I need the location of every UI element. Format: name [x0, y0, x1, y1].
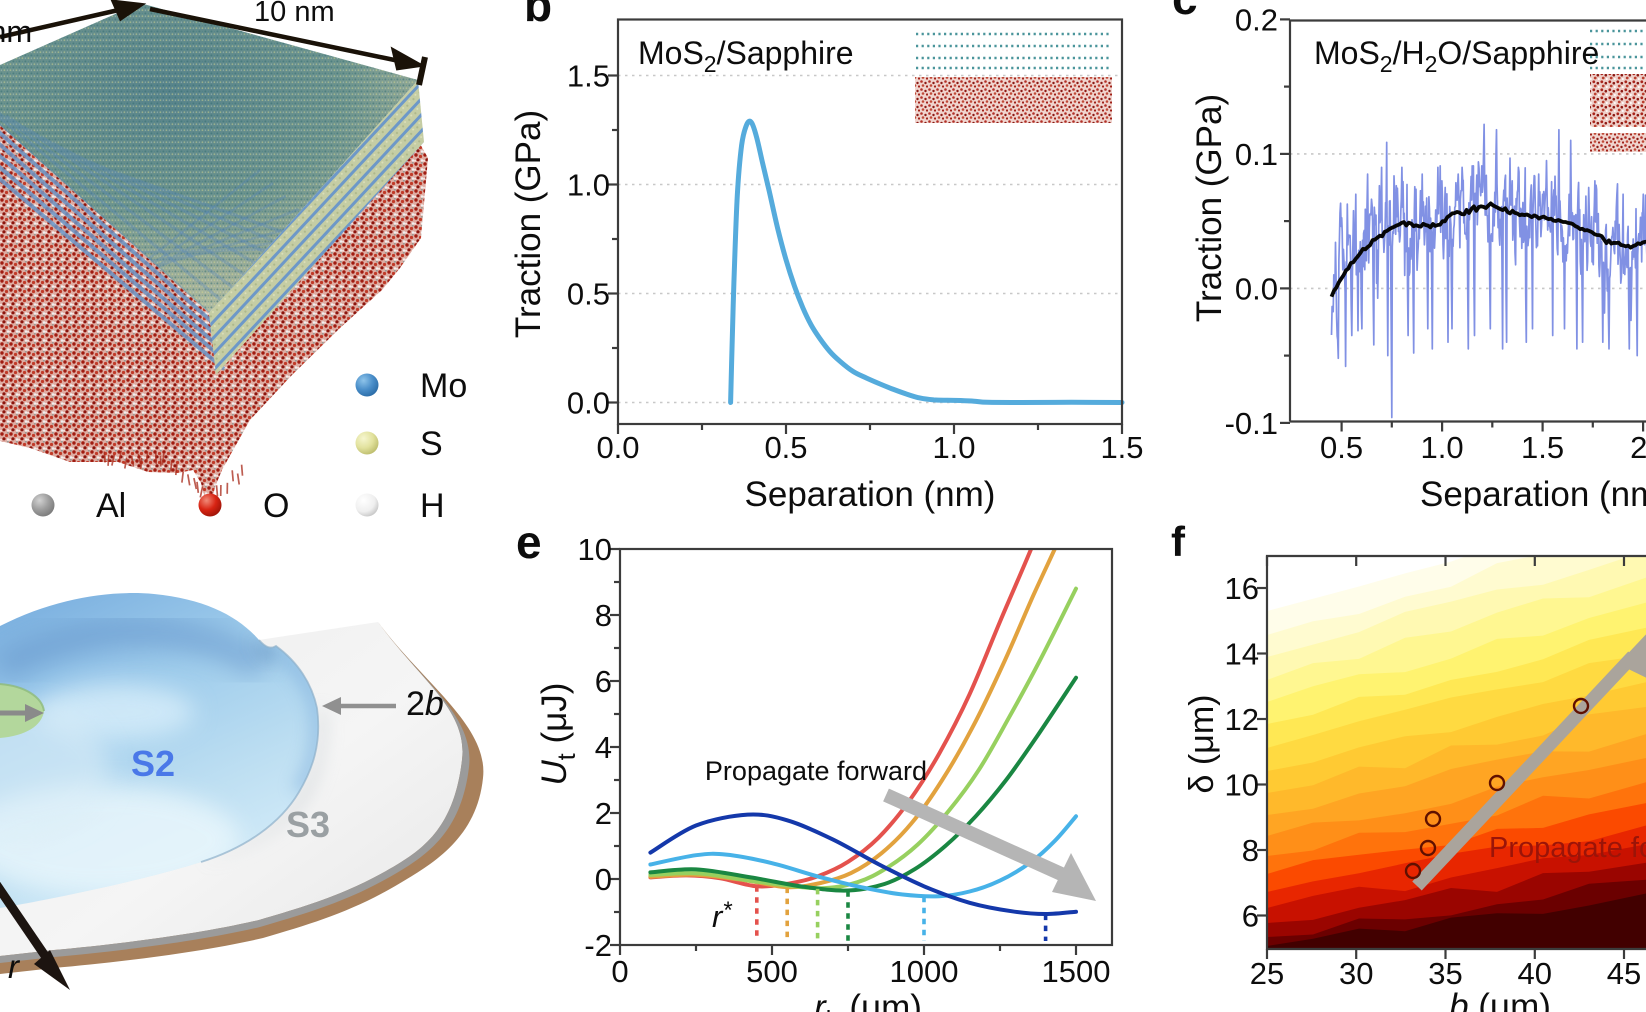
svg-text:4: 4	[595, 730, 612, 765]
svg-text:r: r	[8, 948, 21, 985]
svg-text:6: 6	[1242, 899, 1259, 934]
svg-text:14: 14	[1225, 637, 1259, 672]
svg-text:Propagate forward: Propagate forward	[705, 756, 927, 786]
svg-text:1.5: 1.5	[567, 59, 610, 94]
svg-text:Mo: Mo	[420, 367, 467, 405]
svg-text:Al: Al	[96, 487, 126, 525]
svg-text:Separation (nm): Separation (nm)	[745, 475, 996, 514]
svg-text:Propagate for: Propagate for	[1489, 832, 1646, 864]
svg-text:1.5: 1.5	[1521, 430, 1564, 465]
svg-text:0.2: 0.2	[1235, 2, 1278, 37]
svg-text:r*: r*	[712, 897, 732, 934]
svg-text:Traction (GPa): Traction (GPa)	[1190, 94, 1229, 322]
svg-text:35: 35	[1428, 956, 1462, 991]
svg-text:0.0: 0.0	[1235, 271, 1278, 306]
svg-text:Traction (GPa): Traction (GPa)	[509, 110, 548, 338]
svg-text:40: 40	[1518, 956, 1552, 991]
svg-text:S2: S2	[131, 743, 175, 784]
svg-text:0.0: 0.0	[596, 430, 639, 465]
svg-text:30: 30	[1339, 956, 1373, 991]
svg-text:b: b	[524, 0, 552, 31]
svg-text:-2: -2	[584, 928, 612, 963]
svg-text:0.1: 0.1	[1235, 137, 1278, 172]
svg-text:8: 8	[1242, 833, 1259, 868]
svg-text:0.5: 0.5	[764, 430, 807, 465]
svg-text:e: e	[516, 516, 542, 568]
svg-text:f: f	[1171, 518, 1186, 565]
svg-text:10: 10	[1225, 768, 1259, 803]
svg-text:1.0: 1.0	[567, 168, 610, 203]
svg-text:10 nm: 10 nm	[0, 14, 32, 49]
svg-text:S: S	[420, 425, 443, 463]
svg-text:δ (μm): δ (μm)	[1183, 695, 1221, 794]
svg-text:b (μm): b (μm)	[1449, 987, 1551, 1012]
svg-text:0.5: 0.5	[1320, 430, 1363, 465]
svg-text:2: 2	[595, 796, 612, 831]
svg-text:S3: S3	[286, 804, 330, 845]
svg-text:H: H	[420, 487, 445, 525]
svg-text:2.: 2.	[1630, 430, 1646, 465]
svg-text:Ut (μJ): Ut (μJ)	[535, 683, 581, 786]
svg-text:1.5: 1.5	[1100, 430, 1143, 465]
svg-text:MoS2/H2O/Sapphire: MoS2/H2O/Sapphire	[1314, 35, 1599, 77]
svg-text:-0.1: -0.1	[1225, 406, 1278, 441]
svg-text:8: 8	[595, 598, 612, 633]
svg-text:MoS2/Sapphire: MoS2/Sapphire	[638, 35, 854, 77]
svg-text:10 nm: 10 nm	[254, 0, 335, 28]
svg-text:c: c	[1172, 0, 1198, 24]
svg-text:45: 45	[1607, 956, 1641, 991]
svg-text:0.5: 0.5	[567, 277, 610, 312]
svg-text:rb (μm): rb (μm)	[814, 988, 922, 1012]
svg-text:16: 16	[1225, 571, 1259, 606]
svg-text:1500: 1500	[1042, 954, 1111, 989]
svg-text:10: 10	[578, 532, 612, 567]
svg-text:1.0: 1.0	[932, 430, 975, 465]
svg-text:12: 12	[1225, 702, 1259, 737]
svg-text:0: 0	[595, 862, 612, 897]
svg-text:0.0: 0.0	[567, 386, 610, 421]
svg-text:0: 0	[611, 954, 628, 989]
svg-text:2b: 2b	[406, 685, 444, 723]
svg-text:Separation (nm): Separation (nm)	[1420, 475, 1646, 514]
svg-text:O: O	[263, 487, 289, 525]
svg-text:25: 25	[1250, 956, 1284, 991]
svg-text:1000: 1000	[890, 954, 959, 989]
svg-text:6: 6	[595, 664, 612, 699]
svg-text:500: 500	[746, 954, 798, 989]
svg-text:1.0: 1.0	[1421, 430, 1464, 465]
